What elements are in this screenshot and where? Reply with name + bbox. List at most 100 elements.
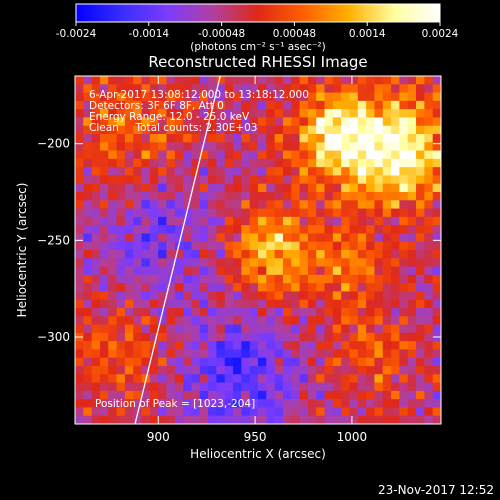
heatmap-cell xyxy=(216,366,226,375)
heatmap-cell xyxy=(391,266,400,276)
heatmap-cell xyxy=(141,390,151,400)
heatmap-cell xyxy=(316,283,325,292)
heatmap-cell xyxy=(424,308,434,317)
heatmap-cell xyxy=(233,183,242,193)
heatmap-cell xyxy=(183,308,192,317)
heatmap-cell xyxy=(282,374,292,383)
heatmap-cell xyxy=(324,225,334,234)
heatmap-cell xyxy=(208,208,217,218)
heatmap-cell xyxy=(191,92,201,102)
heatmap-cell xyxy=(241,216,251,226)
heatmap-cell xyxy=(83,225,93,234)
heatmap-cell xyxy=(208,274,217,284)
heatmap-cell xyxy=(124,134,134,143)
heatmap-cell xyxy=(224,92,234,102)
heatmap-cell xyxy=(91,357,101,367)
heatmap-cell xyxy=(324,308,334,317)
heatmap-cell xyxy=(249,332,259,342)
heatmap-cell xyxy=(258,225,267,234)
heatmap-cell xyxy=(399,192,409,201)
heatmap-cell xyxy=(116,192,126,201)
heatmap-cell xyxy=(224,142,234,151)
heatmap-cell xyxy=(424,100,434,110)
heatmap-cell xyxy=(391,357,400,367)
heatmap-cell xyxy=(83,407,93,417)
heatmap-cell xyxy=(391,399,400,408)
heatmap-cell xyxy=(158,283,167,292)
heatmap-cell xyxy=(216,399,226,408)
heatmap-cell xyxy=(299,117,309,127)
heatmap-cell xyxy=(399,134,409,143)
heatmap-cell xyxy=(233,233,242,243)
heatmap-cell xyxy=(332,208,342,218)
heatmap-cell xyxy=(357,407,367,417)
heatmap-cell xyxy=(274,324,284,334)
heatmap-cell xyxy=(133,349,142,359)
heatmap-cell xyxy=(374,117,384,127)
heatmap-cell xyxy=(124,167,134,176)
heatmap-cell xyxy=(158,349,167,359)
heatmap-cell xyxy=(199,183,209,193)
heatmap-cell xyxy=(374,142,384,151)
heatmap-cell xyxy=(416,291,425,301)
heatmap-cell xyxy=(174,158,184,168)
heatmap-cell xyxy=(307,92,317,102)
heatmap-cell xyxy=(91,142,101,151)
heatmap-cell xyxy=(108,192,117,201)
heatmap-cell xyxy=(299,324,309,334)
heatmap-cell xyxy=(291,208,300,218)
heatmap-cell xyxy=(108,332,117,342)
heatmap-cell xyxy=(424,175,434,185)
heatmap-cell xyxy=(149,100,159,110)
heatmap-cell xyxy=(133,142,142,151)
heatmap-cell xyxy=(158,125,167,135)
heatmap-cell xyxy=(357,332,367,342)
heatmap-cell xyxy=(274,216,284,226)
heatmap-cell xyxy=(241,183,251,193)
heatmap-cell xyxy=(249,415,259,424)
heatmap-cell xyxy=(249,374,259,383)
heatmap-cell xyxy=(199,415,209,424)
heatmap-cell xyxy=(233,316,242,325)
heatmap-cell xyxy=(99,250,109,259)
heatmap-cell xyxy=(241,134,251,143)
heatmap-cell xyxy=(91,299,101,309)
heatmap-cell xyxy=(199,407,209,417)
heatmap-cell xyxy=(407,250,417,259)
heatmap-cell xyxy=(324,76,334,85)
heatmap-cell xyxy=(258,76,267,85)
heatmap-cell xyxy=(332,357,342,367)
heatmap-cell xyxy=(233,415,242,424)
heatmap-cell xyxy=(299,200,309,209)
annotation-energy-range: Energy Range: 12.0 - 25.0 keV xyxy=(89,111,250,123)
heatmap-cell xyxy=(282,125,292,135)
heatmap-cell xyxy=(424,341,434,350)
heatmap-cell xyxy=(174,216,184,226)
heatmap-cell xyxy=(374,308,384,317)
heatmap-cell xyxy=(249,92,259,102)
heatmap-cell xyxy=(208,76,217,85)
heatmap-cell xyxy=(224,316,234,325)
heatmap-cell xyxy=(416,258,425,267)
heatmap-cell xyxy=(158,341,167,350)
heatmap-cell xyxy=(266,308,276,317)
heatmap-cell xyxy=(258,332,267,342)
heatmap-cell xyxy=(158,241,167,251)
heatmap-cell xyxy=(116,208,126,218)
heatmap-cell xyxy=(291,225,300,234)
heatmap-cell xyxy=(366,117,375,127)
heatmap-cell xyxy=(108,308,117,317)
heatmap-cell xyxy=(141,324,151,334)
heatmap-cell xyxy=(124,390,134,400)
heatmap-cell xyxy=(282,241,292,251)
heatmap-cell xyxy=(191,374,201,383)
heatmap-cell xyxy=(407,349,417,359)
heatmap-cell xyxy=(391,192,400,201)
x-tick-label: 950 xyxy=(244,430,267,444)
annotation-time-range: 6-Apr-2017 13:08:12.000 to 13:18:12.000 xyxy=(89,89,309,101)
heatmap-cell xyxy=(407,382,417,392)
heatmap-cell xyxy=(282,274,292,284)
heatmap-cell xyxy=(324,382,334,392)
heatmap-cell xyxy=(432,316,441,325)
